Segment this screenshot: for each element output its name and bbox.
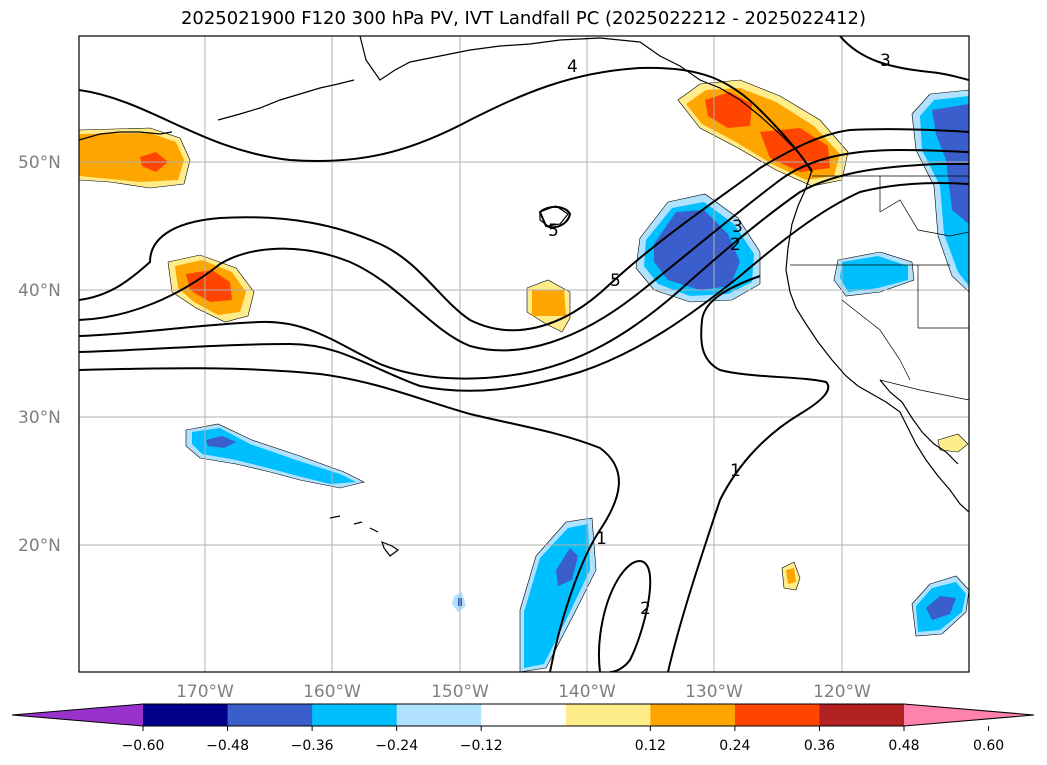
pv-contour-5-a <box>79 128 969 332</box>
contour-label-5: 5 <box>610 271 621 291</box>
lat-label-40n: 40°N <box>18 281 61 301</box>
anomaly-negative-3-peak <box>556 548 578 586</box>
lat-label-30n: 30°N <box>18 408 61 428</box>
colorbar-segment <box>650 704 736 726</box>
lon-label-140w: 140°W <box>558 682 616 702</box>
anomaly-negative-7-peak <box>926 596 956 620</box>
colorbar-segment <box>396 704 482 726</box>
contour-label-3: 3 <box>732 217 743 237</box>
colorbar-tick-label: 0.12 <box>635 738 666 754</box>
contour-label-1-right: 1 <box>730 461 741 481</box>
lat-label-20n: 20°N <box>18 536 61 556</box>
anomaly-positive-2-peak <box>186 270 232 302</box>
latitude-labels: 50°N 40°N 30°N 20°N <box>18 153 61 556</box>
colorbar-segment <box>734 704 820 726</box>
contour-label-3-top: 3 <box>880 51 891 71</box>
pv-contour-4 <box>79 66 813 173</box>
alaska-coast <box>359 36 813 171</box>
lon-label-120w: 120°W <box>813 682 871 702</box>
contour-label-2-loop: 2 <box>640 599 651 619</box>
hawaii-islands <box>329 515 400 557</box>
pv-contour-3-top <box>839 36 969 81</box>
anomaly-negative-2-peak <box>206 436 236 448</box>
colorbar-segment <box>143 704 229 726</box>
longitude-labels: 170°W 160°W 150°W 140°W 130°W 120°W <box>176 682 871 702</box>
colorbar-segment <box>565 704 651 726</box>
pv-contour-2 <box>79 163 969 380</box>
colorbar-extend-high <box>904 704 1034 726</box>
colorbar-tick-label: 0.36 <box>804 738 835 754</box>
aleutian-islands <box>217 79 355 121</box>
colorbar: −0.60 −0.48 −0.36 −0.24 −0.12 0.12 0.24 0.36 0.4… <box>11 703 1035 754</box>
contour-label-1-lower: 1 <box>596 529 607 549</box>
baja-peninsula <box>879 379 959 465</box>
colorbar-segment <box>227 704 313 726</box>
pv-contour-1 <box>79 181 969 392</box>
colorbar-tick-label: −0.12 <box>460 738 503 754</box>
contour-label-5-island: 5 <box>548 221 559 241</box>
asia-coast <box>79 131 173 141</box>
colorbar-tick-label: −0.48 <box>206 738 249 754</box>
colorbar-tick-label: −0.24 <box>375 738 418 754</box>
map-area: 4 3 3 2 5 1 1 2 5 <box>79 36 969 672</box>
lon-label-170w: 170°W <box>176 682 234 702</box>
colorbar-segment <box>819 704 905 726</box>
anomaly-negative-2-core <box>192 428 356 484</box>
pv-contour-5-island <box>538 206 572 229</box>
ivt-shading <box>79 79 969 672</box>
colorbar-tick-label: 0.24 <box>719 738 750 754</box>
anomaly-positive-1-core <box>79 133 184 182</box>
pv-contour-1-lower <box>79 367 620 672</box>
colorbar-tick-label: 0.60 <box>973 738 1004 754</box>
pv-contour-3 <box>79 148 969 352</box>
lat-label-50n: 50°N <box>18 153 61 173</box>
colorbar-segment <box>312 704 398 726</box>
lon-label-130w: 130°W <box>685 682 743 702</box>
colorbar-tick-label: −0.36 <box>291 738 334 754</box>
pv-contours <box>79 36 969 672</box>
contour-labels: 4 3 3 2 5 1 1 2 5 <box>548 51 891 619</box>
colorbar-segment <box>481 704 567 726</box>
anomaly-positive-3-core <box>532 290 566 316</box>
anomaly-positive-5-core <box>786 568 796 584</box>
coastlines <box>79 36 969 557</box>
colorbar-tick-label: 0.48 <box>888 738 919 754</box>
anomaly-positive-4-peak-b <box>760 128 830 172</box>
borders <box>790 175 969 401</box>
lon-label-160w: 160°W <box>303 682 361 702</box>
contour-label-2: 2 <box>730 235 741 255</box>
colorbar-extend-low <box>12 704 143 726</box>
plot-frame <box>78 35 970 673</box>
gridlines <box>79 36 969 672</box>
west-coast-us <box>785 169 969 513</box>
anomaly-positive-4-peak-a <box>705 92 752 128</box>
map-title: 2025021900 F120 300 hPa PV, IVT Landfall… <box>180 8 867 29</box>
lon-label-150w: 150°W <box>431 682 489 702</box>
pv-contour-2-loop <box>597 560 652 672</box>
contour-label-4: 4 <box>567 57 578 77</box>
pv-contour-1-right <box>667 275 830 672</box>
colorbar-tick-label: −0.60 <box>122 738 165 754</box>
